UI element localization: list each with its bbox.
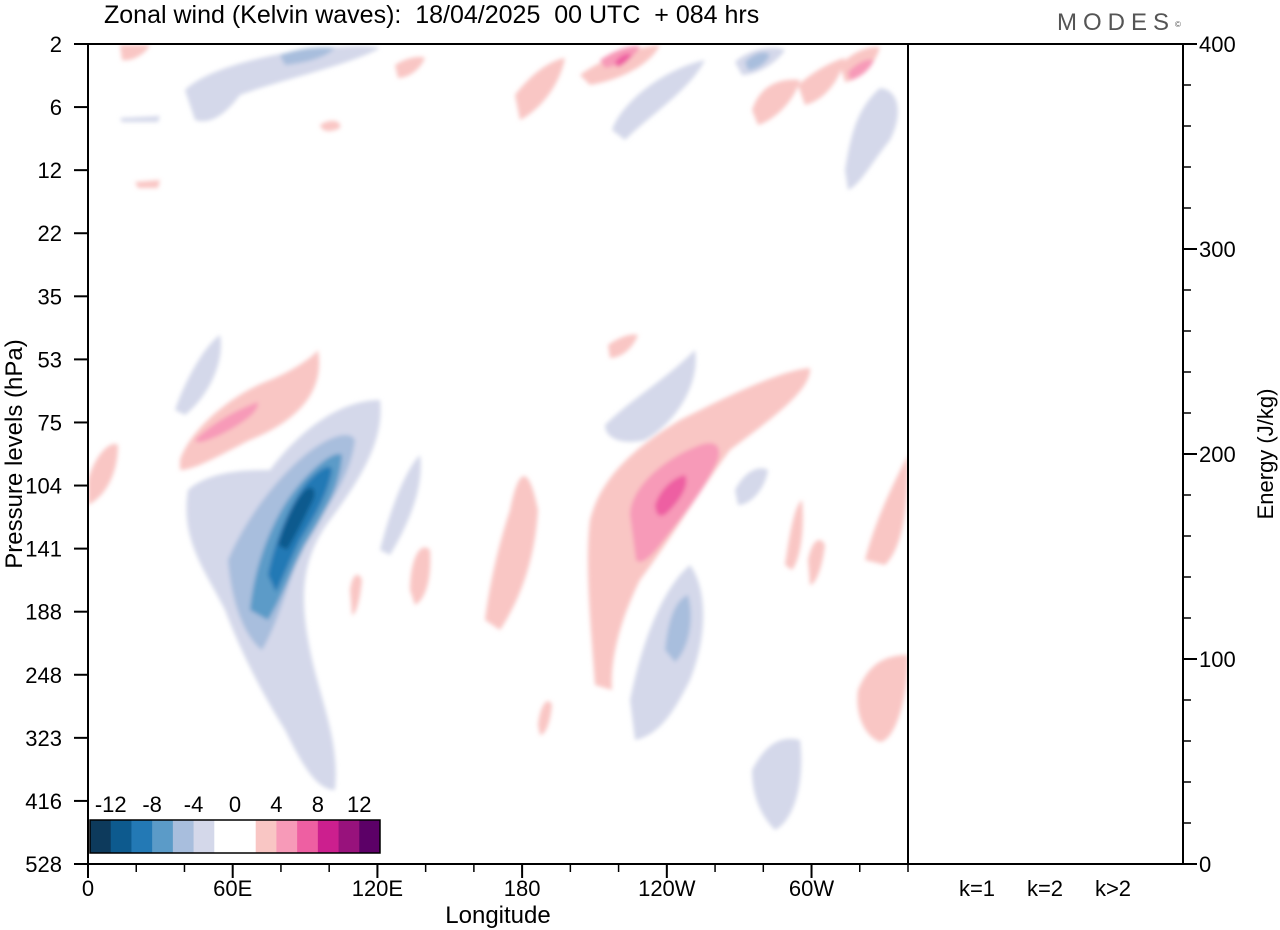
- energy-bar: [1093, 863, 1133, 865]
- y-tick-label: 53: [38, 347, 62, 372]
- energy-axis: 0 100 200 300 400: [1183, 32, 1236, 877]
- y-tick-label: 141: [25, 537, 62, 562]
- y-tick-label: 22: [38, 221, 62, 246]
- y-tick-label: 416: [25, 789, 62, 814]
- energy-tick-label: 300: [1199, 237, 1236, 262]
- y-tick-label: 104: [25, 474, 62, 499]
- colorbar-swatch: [338, 820, 360, 853]
- y-tick-label: 6: [50, 95, 62, 120]
- contour-light-positive: [88, 45, 908, 742]
- y-axis-title: Pressure levels (hPa): [1, 339, 28, 568]
- colorbar-swatch: [172, 820, 195, 853]
- chart-title: Zonal wind (Kelvin waves): 18/04/2025 00…: [104, 1, 760, 29]
- x-tick-label: 60W: [789, 876, 834, 901]
- colorbar-label: 4: [270, 792, 282, 817]
- y-tick-label: 188: [25, 600, 62, 625]
- energy-category-label: k=2: [1027, 876, 1063, 901]
- colorbar-swatch: [131, 820, 153, 853]
- x-tick-label: 120W: [638, 876, 696, 901]
- x-axis: 0 60E 120E 180 120W 60W: [82, 864, 909, 901]
- contour-core-negative: [278, 487, 315, 550]
- y-tick-label: 35: [38, 284, 62, 309]
- energy-panel-frame: [907, 43, 1184, 865]
- x-tick-label: 60E: [213, 876, 252, 901]
- colorbar-label: -8: [142, 792, 162, 817]
- y-tick-label: 2: [50, 32, 62, 57]
- energy-axis-title: Energy (J/kg): [1253, 389, 1278, 520]
- colorbar-swatch: [152, 820, 174, 853]
- colorbar-swatch: [276, 820, 298, 853]
- wind-contours: [88, 45, 908, 830]
- colorbar-swatch: [317, 820, 340, 853]
- energy-tick-label: 200: [1199, 442, 1236, 467]
- colorbar-swatch: [297, 820, 319, 853]
- x-tick-label: 120E: [352, 876, 403, 901]
- energy-bar: [1025, 863, 1065, 865]
- colorbar-frame: [89, 819, 381, 854]
- brand-logo: MODES©: [1057, 8, 1181, 38]
- colorbar-label: -4: [184, 792, 204, 817]
- x-tick-label: 180: [504, 876, 541, 901]
- contour-peak-positive: [615, 53, 687, 516]
- y-tick-label: 75: [38, 410, 62, 435]
- y-tick-label: 323: [25, 726, 62, 751]
- colorbar-label: 12: [347, 792, 371, 817]
- contour-peak-negative: [268, 466, 332, 592]
- x-tick-label: 0: [82, 876, 94, 901]
- colorbar: -12 -8 -4 0 4 8 12: [89, 792, 381, 854]
- energy-tick-label: 0: [1199, 852, 1211, 877]
- energy-bar: [957, 863, 997, 865]
- x-axis-title: Longitude: [445, 902, 550, 929]
- y-tick-label: 528: [25, 852, 62, 877]
- colorbar-swatch: [214, 820, 236, 853]
- colorbar-label: 0: [229, 792, 241, 817]
- y-tick-label: 12: [38, 158, 62, 183]
- energy-category-label: k>2: [1095, 876, 1131, 901]
- y-axis: 2 6 12 22 35 53 75 104 141 188 248 323 416 528: [25, 32, 88, 877]
- colorbar-label: -12: [95, 792, 127, 817]
- colorbar-label: 8: [312, 792, 324, 817]
- brand-mark: ©: [1175, 20, 1181, 29]
- colorbar-swatch: [359, 820, 381, 853]
- colorbar-swatch: [193, 820, 215, 853]
- energy-tick-label: 400: [1199, 32, 1236, 57]
- colorbar-swatch: [110, 820, 132, 853]
- brand-text: MODES: [1057, 9, 1176, 36]
- colorbar-swatch: [235, 820, 257, 853]
- colorbar-swatch: [90, 820, 112, 853]
- y-tick-label: 248: [25, 663, 62, 688]
- energy-tick-label: 100: [1199, 647, 1236, 672]
- energy-bars: k=1 k=2 k>2: [957, 863, 1133, 901]
- colorbar-swatch: [255, 820, 277, 853]
- energy-category-label: k=1: [959, 876, 995, 901]
